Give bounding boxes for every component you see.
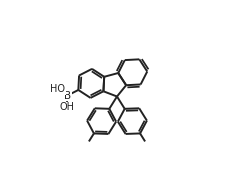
- Text: OH: OH: [59, 102, 74, 112]
- Text: HO: HO: [50, 84, 65, 94]
- Text: B: B: [64, 90, 71, 101]
